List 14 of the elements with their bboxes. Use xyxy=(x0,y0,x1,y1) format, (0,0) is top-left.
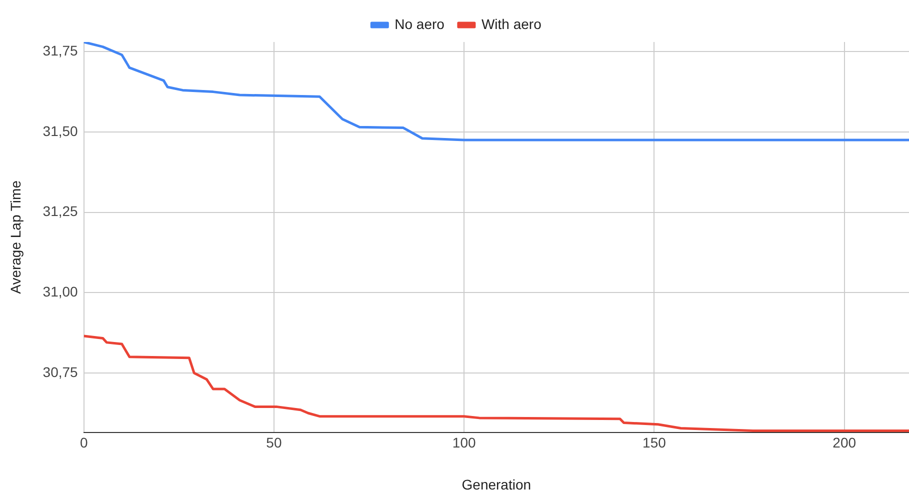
x-tick-label: 50 xyxy=(266,434,282,451)
y-tick-label: 31,75 xyxy=(42,42,78,58)
x-axis-title: Generation xyxy=(462,476,532,492)
x-tick-label: 0 xyxy=(80,434,88,451)
y-tick-label: 31,25 xyxy=(42,203,78,220)
x-tick-label: 200 xyxy=(832,434,856,451)
y-axis-title: Average Lap Time xyxy=(7,180,24,294)
y-tick-label: 30,75 xyxy=(42,364,78,380)
y-tick-label: 31,50 xyxy=(42,122,78,139)
x-tick-label: 150 xyxy=(642,434,666,451)
y-tick-label: 31,00 xyxy=(42,283,78,300)
legend-label: With aero xyxy=(481,16,542,32)
x-tick-label: 100 xyxy=(452,434,476,451)
legend-label: No aero xyxy=(394,16,445,32)
